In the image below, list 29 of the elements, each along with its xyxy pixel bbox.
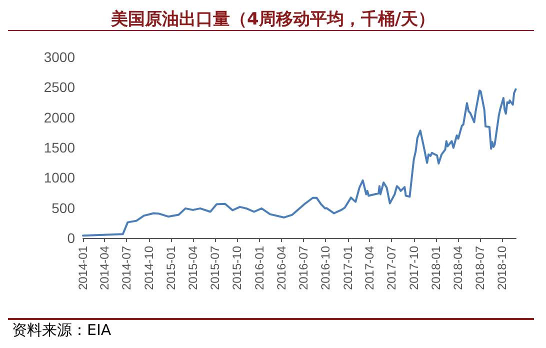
x-tick-label: 2016-10 xyxy=(318,246,333,290)
y-tick-label: 2500 xyxy=(44,79,76,96)
y-tick-label: 1500 xyxy=(44,140,76,156)
x-tick-label: 2016-07 xyxy=(296,246,310,290)
x-tick-label: 2014-04 xyxy=(98,246,112,290)
x-tick-label: 2018-04 xyxy=(450,246,465,290)
text: 资料来源：EIA xyxy=(12,321,112,340)
x-tick-label: 2014-01 xyxy=(76,246,90,290)
x-tick-label: 2016-01 xyxy=(252,246,266,290)
y-tick-label: 3000 xyxy=(44,49,76,65)
y-tick-label: 0 xyxy=(67,230,76,246)
x-tick-label: 2018-07 xyxy=(472,246,487,290)
x-tick-label: 2015-04 xyxy=(186,246,200,290)
x-tick-label: 2018-01 xyxy=(429,246,444,290)
x-tick-label: 2014-10 xyxy=(142,246,156,290)
chart-title: 美国原油出口量（4周移动平均，千桶/天） xyxy=(110,10,436,30)
x-tick-label: 2017-07 xyxy=(384,246,399,290)
x-tick-label: 2015-07 xyxy=(208,246,222,290)
x-tick-label: 2016-04 xyxy=(274,246,288,290)
x-tick-label: 2017-04 xyxy=(362,246,377,290)
x-tick-label: 2017-01 xyxy=(340,246,355,290)
x-tick-label: 2014-07 xyxy=(120,246,134,290)
x-tick-label: 2017-10 xyxy=(406,246,421,290)
x-tick-label: 2018-10 xyxy=(494,246,509,290)
y-tick-label: 2000 xyxy=(44,109,76,126)
x-tick-label: 2015-01 xyxy=(164,246,178,290)
y-tick-label: 1000 xyxy=(44,170,76,186)
x-tick-label: 2015-10 xyxy=(230,246,244,290)
y-tick-label: 500 xyxy=(52,200,76,216)
